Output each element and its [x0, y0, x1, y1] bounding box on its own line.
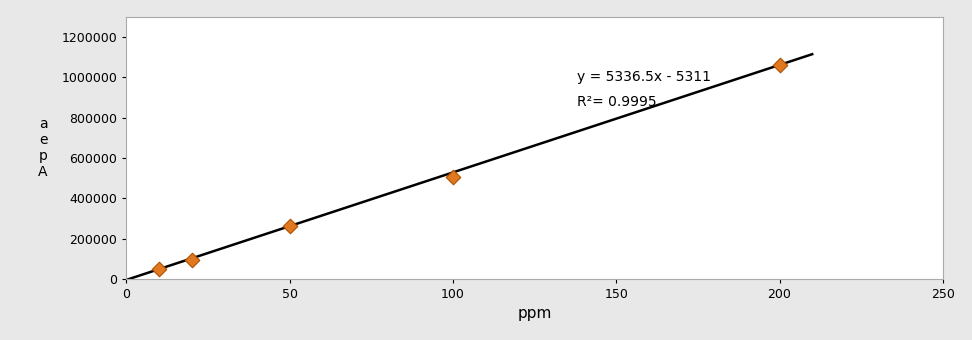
Text: y = 5336.5x - 5311: y = 5336.5x - 5311 [577, 70, 712, 84]
Point [445, 174, 461, 180]
Text: R²= 0.9995: R²= 0.9995 [577, 95, 657, 108]
Point [184, 257, 199, 262]
Point [152, 267, 167, 272]
Point [772, 62, 787, 68]
X-axis label: ppm: ppm [517, 306, 552, 321]
Point [282, 223, 297, 229]
Y-axis label: a
e
p
A: a e p A [38, 117, 48, 179]
